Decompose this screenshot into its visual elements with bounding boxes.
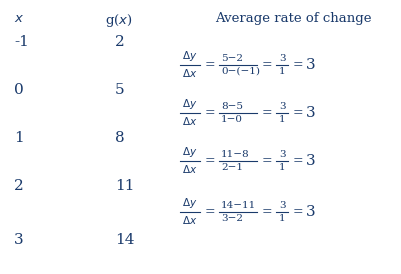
- Text: 5: 5: [115, 83, 124, 97]
- Text: 3: 3: [278, 54, 285, 63]
- Text: 1−0: 1−0: [221, 115, 242, 124]
- Text: 11: 11: [115, 179, 134, 193]
- Text: 0: 0: [14, 83, 24, 97]
- Text: $\Delta x$: $\Delta x$: [182, 214, 197, 226]
- Text: 3: 3: [278, 102, 285, 111]
- Text: 11−8: 11−8: [221, 150, 249, 159]
- Text: 1: 1: [278, 214, 285, 223]
- Text: 3−2: 3−2: [221, 214, 242, 223]
- Text: 1: 1: [278, 115, 285, 124]
- Text: g($x$): g($x$): [105, 12, 132, 29]
- Text: $x$: $x$: [14, 12, 24, 25]
- Text: =: =: [261, 107, 272, 119]
- Text: Average rate of change: Average rate of change: [215, 12, 371, 25]
- Text: 2−1: 2−1: [221, 163, 242, 172]
- Text: 8−5: 8−5: [221, 102, 242, 111]
- Text: =: =: [205, 107, 215, 119]
- Text: 5−2: 5−2: [221, 54, 242, 63]
- Text: =: =: [205, 155, 215, 167]
- Text: 0−(−1): 0−(−1): [221, 67, 259, 76]
- Text: $\Delta x$: $\Delta x$: [182, 163, 197, 175]
- Text: $\Delta y$: $\Delta y$: [182, 97, 197, 111]
- Text: 14: 14: [115, 233, 134, 247]
- Text: =: =: [205, 59, 215, 72]
- Text: 3: 3: [305, 154, 315, 168]
- Text: 1: 1: [278, 67, 285, 76]
- Text: =: =: [261, 155, 272, 167]
- Text: 3: 3: [305, 58, 315, 72]
- Text: $\Delta y$: $\Delta y$: [182, 49, 197, 63]
- Text: 3: 3: [278, 201, 285, 210]
- Text: 3: 3: [305, 205, 315, 219]
- Text: $\Delta y$: $\Delta y$: [182, 145, 197, 159]
- Text: $\Delta x$: $\Delta x$: [182, 115, 197, 127]
- Text: 14−11: 14−11: [221, 201, 255, 210]
- Text: 1: 1: [14, 131, 24, 145]
- Text: 3: 3: [14, 233, 24, 247]
- Text: -1: -1: [14, 35, 29, 49]
- Text: =: =: [292, 206, 303, 218]
- Text: =: =: [292, 155, 303, 167]
- Text: =: =: [292, 107, 303, 119]
- Text: 2: 2: [14, 179, 24, 193]
- Text: =: =: [292, 59, 303, 72]
- Text: =: =: [261, 59, 272, 72]
- Text: 2: 2: [115, 35, 124, 49]
- Text: 3: 3: [305, 106, 315, 120]
- Text: =: =: [205, 206, 215, 218]
- Text: 1: 1: [278, 163, 285, 172]
- Text: $\Delta y$: $\Delta y$: [182, 196, 197, 210]
- Text: 3: 3: [278, 150, 285, 159]
- Text: 8: 8: [115, 131, 124, 145]
- Text: $\Delta x$: $\Delta x$: [182, 67, 197, 79]
- Text: =: =: [261, 206, 272, 218]
